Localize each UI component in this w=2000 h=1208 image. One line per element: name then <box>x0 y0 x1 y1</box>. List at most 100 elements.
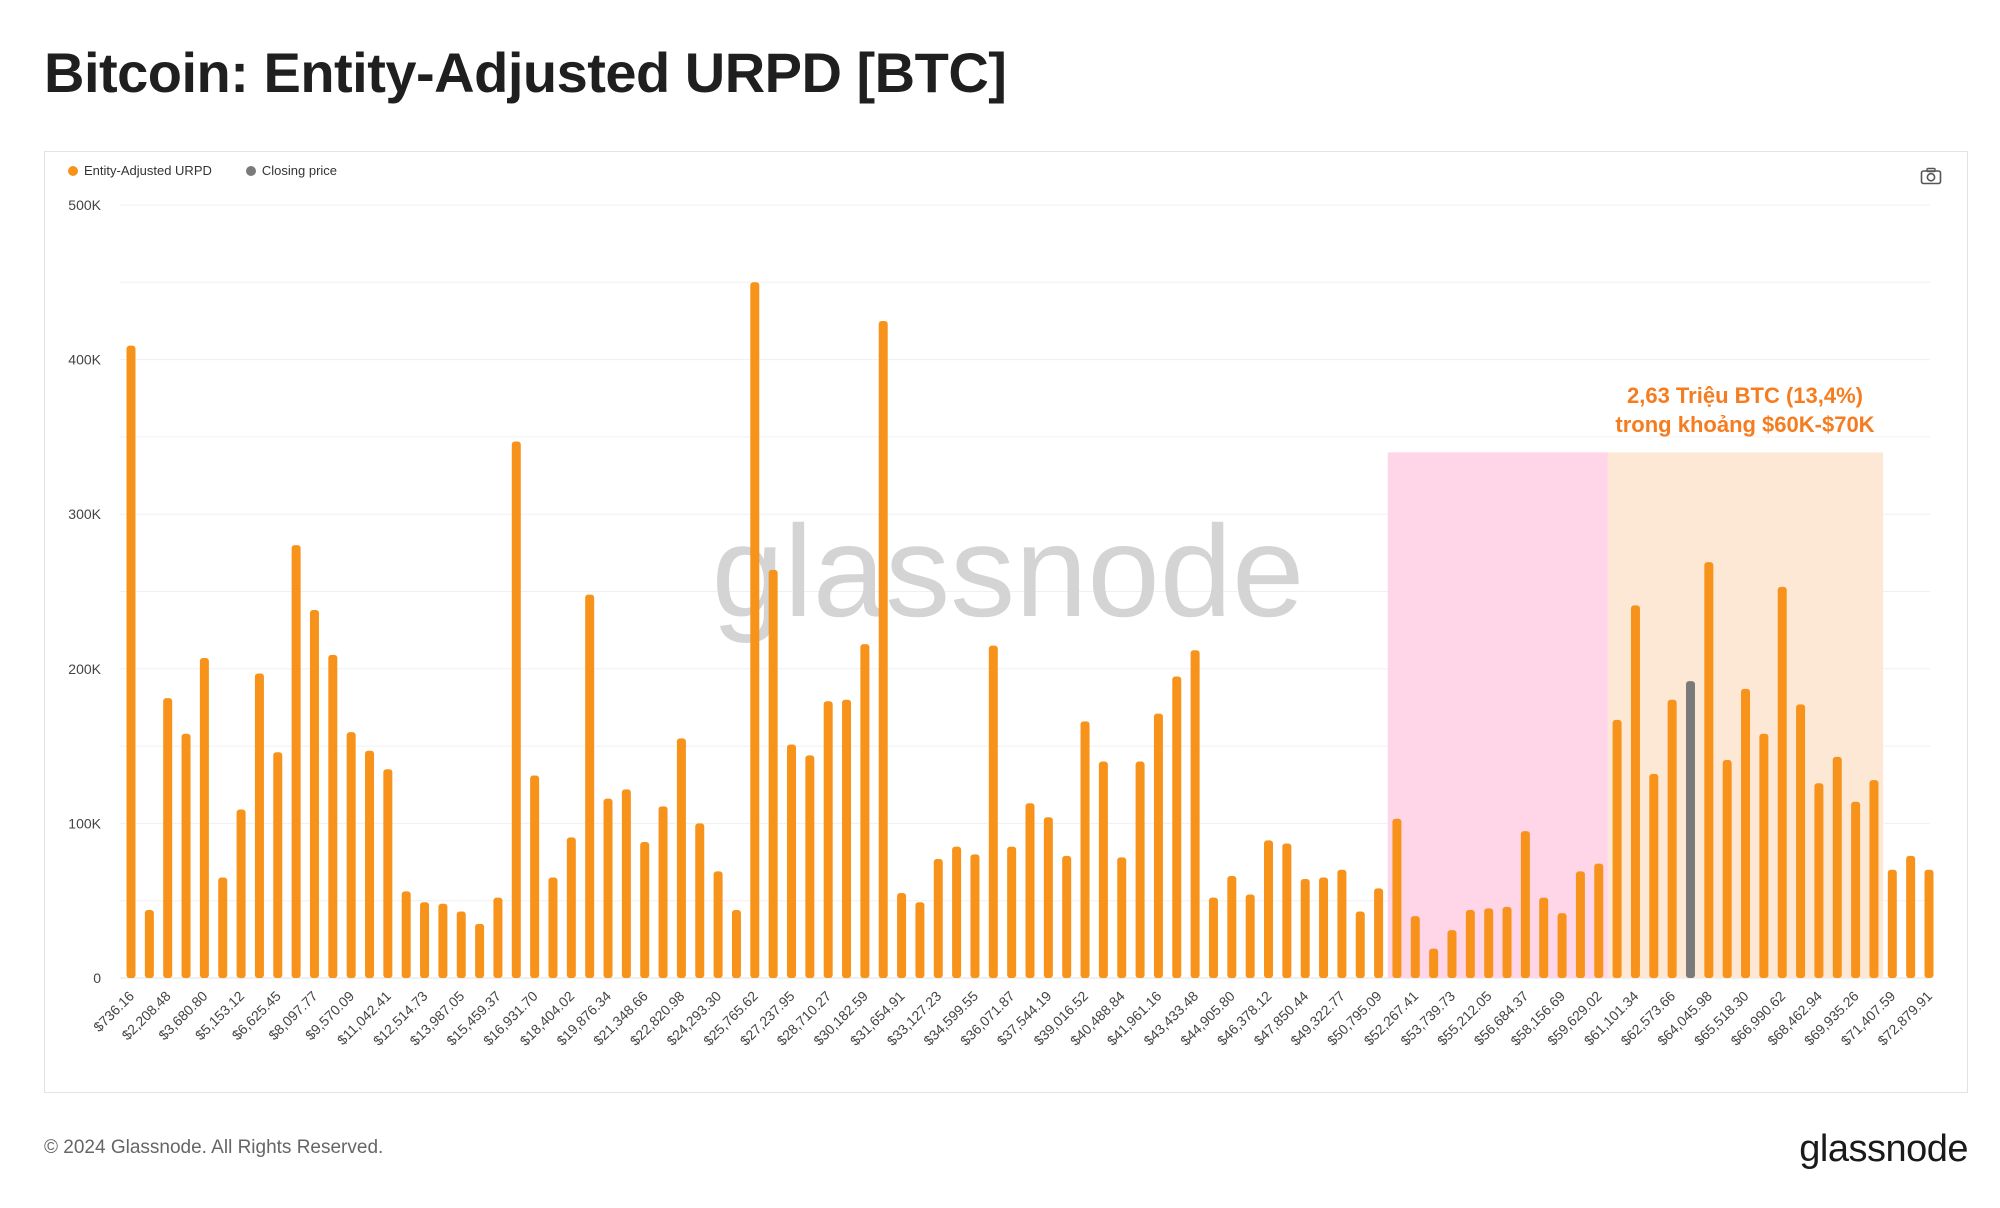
urpd-bar[interactable] <box>695 823 705 978</box>
urpd-bar[interactable] <box>750 282 760 978</box>
urpd-bar[interactable] <box>1447 930 1457 978</box>
urpd-bar[interactable] <box>254 673 264 978</box>
camera-icon[interactable] <box>1920 167 1942 185</box>
urpd-bar[interactable] <box>1777 586 1787 978</box>
urpd-bar[interactable] <box>1649 773 1659 978</box>
urpd-bar[interactable] <box>952 846 962 978</box>
urpd-bar[interactable] <box>383 769 393 978</box>
urpd-bar[interactable] <box>1630 605 1640 978</box>
urpd-bar[interactable] <box>1704 562 1714 978</box>
urpd-bar[interactable] <box>1135 761 1145 978</box>
urpd-bar[interactable] <box>328 654 338 978</box>
urpd-bar[interactable] <box>1557 913 1567 978</box>
urpd-bar[interactable] <box>1667 699 1677 978</box>
urpd-bar[interactable] <box>1465 909 1475 978</box>
urpd-bar[interactable] <box>676 738 686 978</box>
urpd-bar[interactable] <box>1796 704 1806 978</box>
urpd-bar[interactable] <box>1043 817 1053 978</box>
urpd-bar[interactable] <box>346 732 356 978</box>
urpd-bar[interactable] <box>731 909 741 978</box>
urpd-bar[interactable] <box>621 789 631 978</box>
urpd-bar[interactable] <box>1575 871 1585 978</box>
urpd-bar[interactable] <box>768 569 778 978</box>
urpd-bar[interactable] <box>1814 783 1824 978</box>
urpd-bar[interactable] <box>163 698 173 978</box>
urpd-bar[interactable] <box>1520 831 1530 978</box>
urpd-bar[interactable] <box>1190 650 1200 978</box>
urpd-bar[interactable] <box>988 645 998 978</box>
urpd-bar[interactable] <box>438 903 448 978</box>
urpd-bar[interactable] <box>493 897 503 978</box>
urpd-bar[interactable] <box>1282 843 1292 978</box>
urpd-bar[interactable] <box>823 701 833 978</box>
urpd-bar[interactable] <box>1741 688 1751 978</box>
urpd-bar[interactable] <box>144 909 154 978</box>
urpd-bar[interactable] <box>640 841 650 978</box>
urpd-bar[interactable] <box>309 610 319 978</box>
urpd-bar[interactable] <box>805 755 815 978</box>
urpd-bar[interactable] <box>1025 803 1035 978</box>
urpd-bar[interactable] <box>1117 857 1127 978</box>
urpd-bar[interactable] <box>933 858 943 978</box>
urpd-bar[interactable] <box>401 891 411 978</box>
urpd-bar[interactable] <box>218 877 228 978</box>
urpd-bar[interactable] <box>915 902 925 978</box>
urpd-bar[interactable] <box>1887 869 1897 978</box>
urpd-bar[interactable] <box>1153 713 1163 978</box>
urpd-bar[interactable] <box>1759 733 1769 978</box>
urpd-bar[interactable] <box>1392 818 1402 978</box>
urpd-bar[interactable] <box>456 911 466 978</box>
urpd-bar[interactable] <box>365 750 375 978</box>
urpd-bar[interactable] <box>1355 911 1365 978</box>
urpd-bar[interactable] <box>1172 676 1182 978</box>
urpd-bar[interactable] <box>786 744 796 978</box>
urpd-bar[interactable] <box>1612 719 1622 978</box>
urpd-bar[interactable] <box>236 809 246 978</box>
urpd-bar[interactable] <box>1906 855 1916 978</box>
urpd-bar[interactable] <box>1832 756 1842 978</box>
urpd-bar[interactable] <box>1319 877 1329 978</box>
urpd-bar[interactable] <box>1539 897 1549 978</box>
urpd-bar[interactable] <box>548 877 558 978</box>
urpd-bar[interactable] <box>1869 780 1879 978</box>
urpd-bar[interactable] <box>420 902 430 978</box>
urpd-bar[interactable] <box>126 345 136 978</box>
urpd-bar[interactable] <box>658 806 668 978</box>
urpd-bar[interactable] <box>475 923 485 978</box>
legend-item-urpd[interactable]: Entity-Adjusted URPD <box>68 163 212 178</box>
urpd-bar[interactable] <box>1374 888 1384 978</box>
urpd-bar[interactable] <box>1429 948 1439 978</box>
urpd-bar[interactable] <box>566 837 576 978</box>
urpd-bar[interactable] <box>1594 863 1604 978</box>
urpd-bar[interactable] <box>860 644 870 978</box>
urpd-bar[interactable] <box>1722 760 1732 978</box>
urpd-bar[interactable] <box>713 871 723 978</box>
urpd-bar[interactable] <box>1484 908 1494 978</box>
urpd-bar[interactable] <box>511 441 521 979</box>
urpd-bar[interactable] <box>1410 916 1420 978</box>
urpd-bar[interactable] <box>291 545 301 978</box>
urpd-bar[interactable] <box>1062 855 1072 978</box>
urpd-bar[interactable] <box>1245 894 1255 978</box>
urpd-bar[interactable] <box>1080 721 1090 978</box>
urpd-bar[interactable] <box>1337 869 1347 978</box>
urpd-bar[interactable] <box>1264 840 1274 978</box>
legend-item-closing-price[interactable]: Closing price <box>245 163 337 178</box>
urpd-bar[interactable] <box>273 752 283 978</box>
urpd-bar[interactable] <box>897 892 907 978</box>
urpd-bar[interactable] <box>199 657 209 978</box>
urpd-bar[interactable] <box>585 594 595 978</box>
urpd-bar[interactable] <box>878 320 888 978</box>
urpd-bar[interactable] <box>1208 897 1218 978</box>
urpd-bar[interactable] <box>1924 869 1934 978</box>
urpd-bar[interactable] <box>181 733 191 978</box>
urpd-bar[interactable] <box>1098 761 1108 978</box>
urpd-bar[interactable] <box>1851 801 1861 978</box>
urpd-bar[interactable] <box>1300 879 1310 978</box>
urpd-bar[interactable] <box>1007 846 1017 978</box>
closing-price-bar[interactable] <box>1685 681 1695 978</box>
urpd-bar[interactable] <box>1227 875 1237 978</box>
urpd-bar[interactable] <box>1502 906 1512 978</box>
urpd-bar[interactable] <box>842 699 852 978</box>
urpd-bar[interactable] <box>603 798 613 978</box>
